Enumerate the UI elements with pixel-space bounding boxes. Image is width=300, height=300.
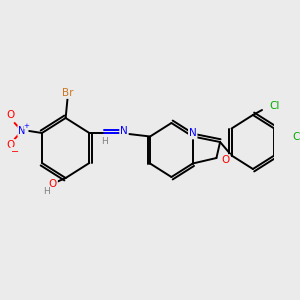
Text: N: N — [120, 126, 128, 136]
Text: O: O — [49, 179, 57, 189]
Text: O: O — [7, 110, 15, 120]
Text: O: O — [221, 155, 230, 165]
Text: +: + — [23, 123, 29, 129]
Text: H: H — [101, 137, 108, 146]
Text: Br: Br — [62, 88, 73, 98]
Text: Cl: Cl — [292, 133, 300, 142]
Text: Cl: Cl — [269, 101, 280, 111]
Text: N: N — [189, 128, 196, 139]
Text: O: O — [7, 140, 15, 150]
Text: N: N — [18, 126, 26, 136]
Text: H: H — [43, 187, 50, 196]
Text: −: − — [11, 147, 19, 157]
